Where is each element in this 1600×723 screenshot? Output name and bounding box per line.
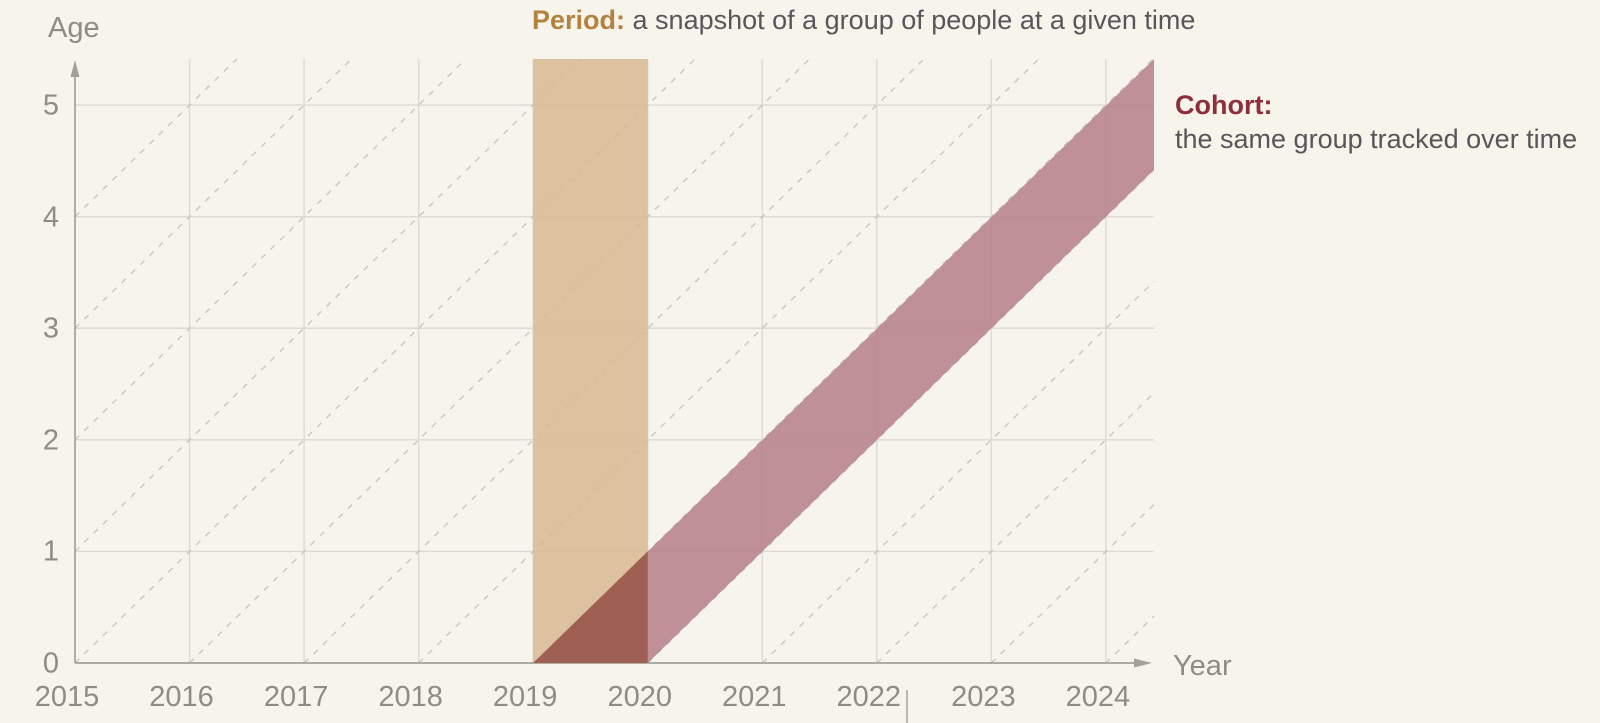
cohort-life-line-dashed bbox=[1105, 615, 1155, 664]
x-tick-label: 2023 bbox=[951, 681, 1016, 713]
y-tick-label: 5 bbox=[42, 89, 59, 122]
cohort-annotation-text: the same group tracked over time bbox=[1175, 124, 1578, 154]
y-tick-label: 2 bbox=[42, 424, 59, 457]
x-tick-label: 2022 bbox=[836, 681, 902, 713]
x-tick-label: 2016 bbox=[149, 681, 214, 713]
cohort-annotation-accent: Cohort: bbox=[1175, 90, 1273, 120]
x-axis-title: Year bbox=[1173, 650, 1232, 682]
chart-title-text: a snapshot of a group of people at a giv… bbox=[632, 5, 1196, 35]
x-tick-label: 2020 bbox=[607, 681, 672, 713]
cohort-life-line-dashed bbox=[74, 58, 467, 441]
x-tick-label: 2021 bbox=[721, 681, 787, 713]
period-cohort-overlap bbox=[533, 551, 648, 663]
x-tick-label: 2018 bbox=[378, 681, 443, 713]
y-tick-label: 4 bbox=[42, 201, 59, 234]
x-axis-arrowhead bbox=[1134, 658, 1152, 668]
cohort-annotation: Cohort: the same group tracked over time bbox=[1175, 88, 1577, 156]
cohort-life-line-dashed bbox=[74, 58, 696, 664]
y-tick-label: 3 bbox=[42, 312, 59, 345]
x-tick-label: 2015 bbox=[34, 681, 100, 713]
y-tick-label: 0 bbox=[42, 647, 59, 680]
stray-caret-line bbox=[906, 690, 908, 723]
y-axis-arrowhead bbox=[70, 60, 80, 77]
cohort-life-line-dashed bbox=[74, 58, 238, 218]
cohort-life-line-dashed bbox=[761, 280, 1155, 664]
cohort-life-line-dashed bbox=[74, 58, 581, 552]
cohort-life-line-dashed bbox=[74, 58, 352, 329]
x-tick-label: 2019 bbox=[492, 681, 558, 713]
chart-title: Period: a snapshot of a group of people … bbox=[532, 5, 1195, 36]
cohort-life-line-dashed bbox=[876, 392, 1155, 664]
y-tick-label: 1 bbox=[42, 535, 59, 568]
cohort-life-line-dashed bbox=[990, 504, 1155, 664]
x-tick-label: 2024 bbox=[1065, 681, 1131, 713]
x-tick-label: 2017 bbox=[263, 681, 329, 713]
cohort-band bbox=[533, 59, 1154, 663]
cohort-life-line-dashed bbox=[418, 58, 1040, 664]
cohort-life-line-dashed bbox=[189, 58, 811, 664]
chart-title-accent: Period: bbox=[532, 5, 626, 35]
y-axis-title: Age bbox=[48, 12, 100, 44]
period-band bbox=[533, 59, 648, 663]
